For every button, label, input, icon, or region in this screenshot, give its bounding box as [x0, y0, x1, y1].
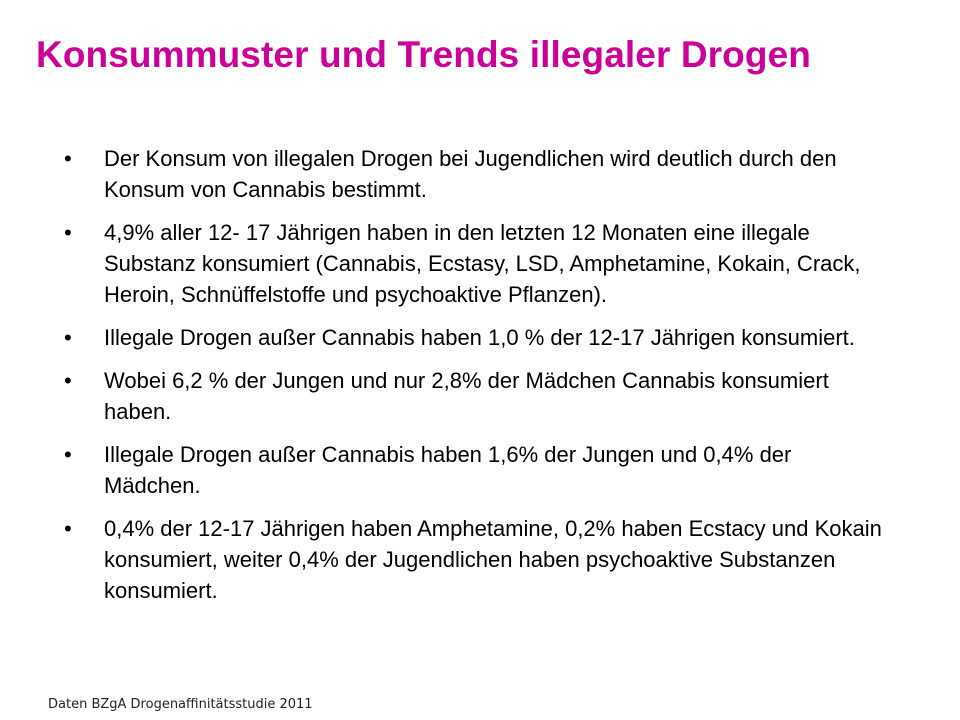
- bullet-text: Illegale Drogen außer Cannabis haben 1,0…: [104, 325, 855, 350]
- bullet-item: • Illegale Drogen außer Cannabis haben 1…: [64, 439, 884, 501]
- bullet-text: Illegale Drogen außer Cannabis haben 1,6…: [104, 442, 792, 498]
- bullet-text: Wobei 6,2 % der Jungen und nur 2,8% der …: [104, 368, 829, 424]
- bullet-item: • Illegale Drogen außer Cannabis haben 1…: [64, 322, 884, 353]
- bullet-dot-icon: •: [64, 516, 72, 541]
- slide-title: Konsummuster und Trends illegaler Drogen: [36, 34, 811, 75]
- bullet-item: • 4,9% aller 12- 17 Jährigen haben in de…: [64, 217, 884, 310]
- bullet-dot-icon: •: [64, 220, 72, 245]
- bullet-dot-icon: •: [64, 368, 72, 393]
- bullet-text: 0,4% der 12-17 Jährigen haben Amphetamin…: [104, 516, 882, 603]
- bullet-text: 4,9% aller 12- 17 Jährigen haben in den …: [104, 220, 861, 307]
- bullet-text: Der Konsum von illegalen Drogen bei Juge…: [104, 146, 837, 202]
- source-note: Daten BZgA Drogenaffinitätsstudie 2011: [48, 697, 313, 712]
- bullet-dot-icon: •: [64, 325, 72, 350]
- bullet-dot-icon: •: [64, 146, 72, 171]
- bullet-item: • Wobei 6,2 % der Jungen und nur 2,8% de…: [64, 365, 884, 427]
- bullet-list: • Der Konsum von illegalen Drogen bei Ju…: [64, 143, 884, 618]
- bullet-item: • Der Konsum von illegalen Drogen bei Ju…: [64, 143, 884, 205]
- bullet-item: • 0,4% der 12-17 Jährigen haben Amphetam…: [64, 513, 884, 606]
- bullet-dot-icon: •: [64, 442, 72, 467]
